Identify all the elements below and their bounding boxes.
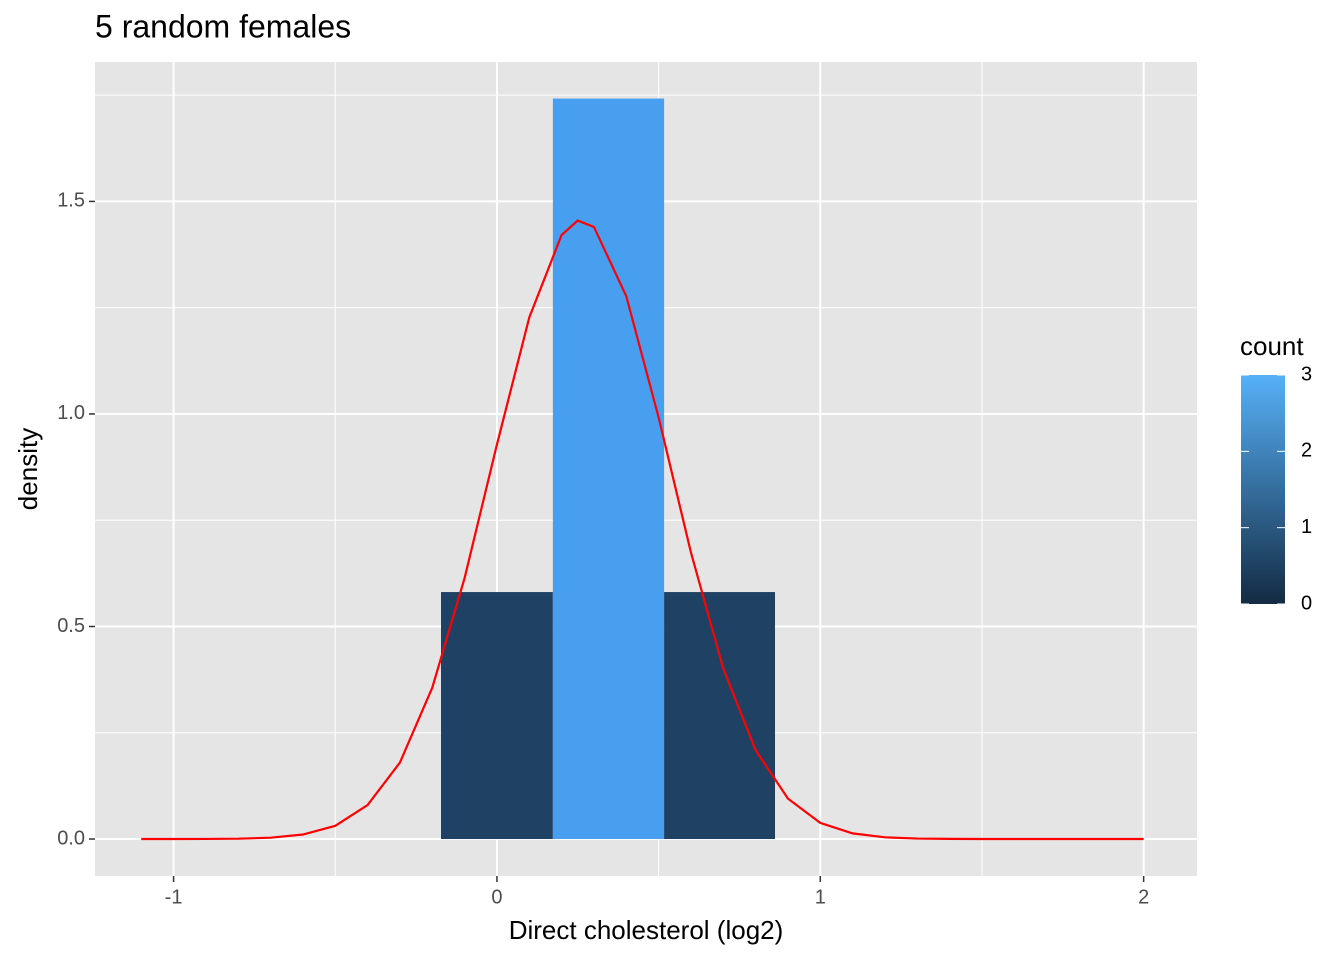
colorbar-label: 0 — [1301, 592, 1312, 614]
x-tick-label: -1 — [165, 886, 183, 908]
x-tick-label: 2 — [1138, 886, 1149, 908]
bar — [552, 98, 665, 840]
bar — [440, 592, 553, 840]
colorbar-label: 3 — [1301, 363, 1312, 385]
y-tick-label: 0.5 — [57, 615, 85, 637]
density-curve — [141, 219, 1144, 841]
x-axis-title: Direct cholesterol (log2) — [509, 915, 784, 945]
x-tick-label: 1 — [815, 886, 826, 908]
y-tick-label: 0.0 — [57, 827, 85, 849]
x-tick-label: 0 — [491, 886, 502, 908]
colorbar-label: 1 — [1301, 516, 1312, 538]
y-tick-label: 1.5 — [57, 190, 85, 212]
y-axis-title: density — [13, 428, 43, 510]
colorbar-label: 2 — [1301, 440, 1312, 462]
colorbar — [1241, 375, 1285, 604]
legend-title: count — [1240, 331, 1304, 361]
bar — [664, 592, 776, 840]
chart-title: 5 random females — [95, 8, 351, 44]
y-tick-label: 1.0 — [57, 402, 85, 424]
